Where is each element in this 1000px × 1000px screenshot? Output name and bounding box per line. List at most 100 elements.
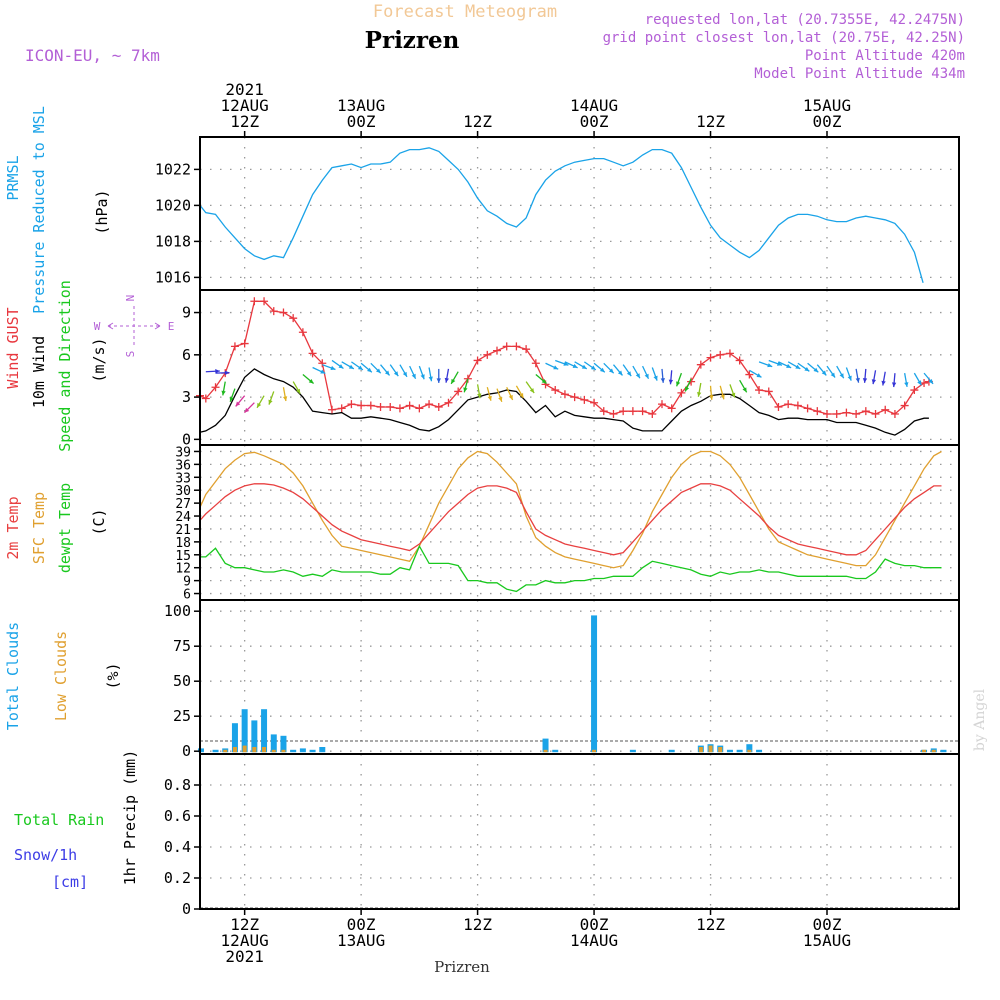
gust-marker [415, 404, 424, 413]
wind-arrow-head [268, 399, 273, 405]
gust-marker [260, 297, 269, 306]
wind-arrow [341, 361, 355, 370]
wind-arrow [574, 361, 588, 370]
y-tick-label: 0 [182, 742, 191, 760]
gust-marker [473, 356, 482, 365]
super-title: Forecast Meteogram [373, 2, 557, 22]
wind-arrow [862, 368, 868, 383]
wind-arrow-head [720, 394, 725, 400]
wind-arrow [351, 361, 364, 371]
time-label-top: 14AUG [570, 96, 618, 115]
wind-arrow [312, 366, 326, 375]
wind-arrow [229, 388, 236, 403]
low-clouds-bar [223, 749, 228, 753]
wind-arrow-head [608, 368, 614, 374]
gust-marker [706, 353, 715, 362]
panel-label: Wind GUST [4, 307, 22, 388]
wind-arrow [302, 374, 315, 385]
wind-arrow [399, 364, 408, 378]
unit-label: (m/s) [90, 337, 108, 382]
gust-marker [386, 402, 395, 411]
y-tick-label: 6 [182, 346, 191, 364]
panel-label: SFC Temp [30, 492, 48, 564]
wind-arrow-head [357, 365, 363, 370]
wind-arrow-head [244, 407, 250, 413]
gust-marker [269, 307, 278, 316]
gust-marker [881, 405, 890, 414]
wind-arrow-head [731, 392, 736, 398]
total-clouds-bar [231, 723, 238, 753]
wind-arrow-head [463, 387, 468, 393]
total-clouds-bar [309, 749, 316, 753]
wind-arrow [603, 362, 615, 374]
wind-arrow-head [804, 366, 810, 372]
gust-marker [434, 402, 443, 411]
wind-arrow-head [881, 380, 886, 386]
wind-arrow-head [676, 381, 681, 387]
gust-marker [493, 346, 501, 355]
wind-arrow [651, 367, 658, 381]
wind-arrow [476, 384, 482, 399]
gust-marker [298, 328, 307, 337]
time-label-bottom: 2021 [225, 947, 264, 966]
wind-arrow [370, 362, 382, 374]
wind-arrow [836, 365, 845, 379]
gust-marker [590, 398, 599, 407]
gust-marker [376, 402, 385, 411]
gust-marker [308, 349, 317, 358]
wind-arrow-head [428, 376, 433, 382]
gust-marker [201, 394, 210, 403]
wind-arrow-head [697, 391, 702, 397]
wind-arrow [913, 372, 922, 386]
wind-arrow [221, 381, 226, 396]
wind-arrow [826, 365, 836, 378]
wind-arrow-head [617, 370, 623, 376]
y-tick-label: 1020 [155, 196, 191, 214]
wind-arrow [593, 362, 606, 373]
wind-arrow-head [847, 375, 852, 381]
series-line-pressure [199, 147, 924, 283]
total-clouds-bar [756, 749, 763, 753]
panel-label: Snow/1h [14, 846, 77, 864]
panel-label: [cm] [52, 873, 88, 891]
wind-arrow [496, 388, 503, 403]
wind-arrow [564, 361, 578, 369]
y-tick-label: 33 [175, 471, 191, 486]
wind-arrow-head [320, 369, 326, 374]
wind-arrow [816, 364, 827, 376]
wind-arrow [486, 387, 492, 401]
gust-marker [230, 342, 239, 351]
wind-arrow-head [653, 375, 658, 381]
y-tick-label: 27 [175, 497, 191, 512]
wind-arrow [684, 378, 692, 392]
wind-arrow [256, 395, 265, 409]
gust-marker [405, 401, 414, 410]
gust-marker [638, 407, 647, 416]
wind-arrow-head [660, 378, 665, 383]
total-clouds-bar [270, 734, 277, 753]
wind-arrow-head [871, 379, 877, 385]
gust-marker [318, 359, 327, 368]
gust-marker [813, 407, 822, 416]
y-tick-label: 1016 [155, 268, 191, 286]
gust-marker [395, 404, 404, 413]
wind-arrow [758, 361, 773, 368]
y-tick-label: 0.6 [164, 807, 191, 825]
gust-marker [900, 401, 909, 410]
gust-marker [570, 393, 579, 402]
wind-arrow-head [668, 379, 674, 385]
wind-arrow-head [541, 378, 547, 384]
wind-arrow-head [862, 378, 868, 383]
y-tick-label: 21 [175, 523, 191, 538]
y-tick-label: 75 [173, 637, 191, 655]
wind-arrow [292, 381, 301, 395]
gust-marker [444, 398, 453, 407]
grid-layer [200, 137, 959, 910]
panel-label: PRMSL [4, 155, 22, 200]
gust-marker [522, 345, 531, 354]
wind-arrow [697, 382, 702, 397]
gust-marker [425, 400, 434, 409]
y-tick-label: 3 [182, 388, 191, 406]
compass-south: S [124, 351, 137, 358]
point-altitude: Point Altitude 420m [805, 48, 965, 64]
